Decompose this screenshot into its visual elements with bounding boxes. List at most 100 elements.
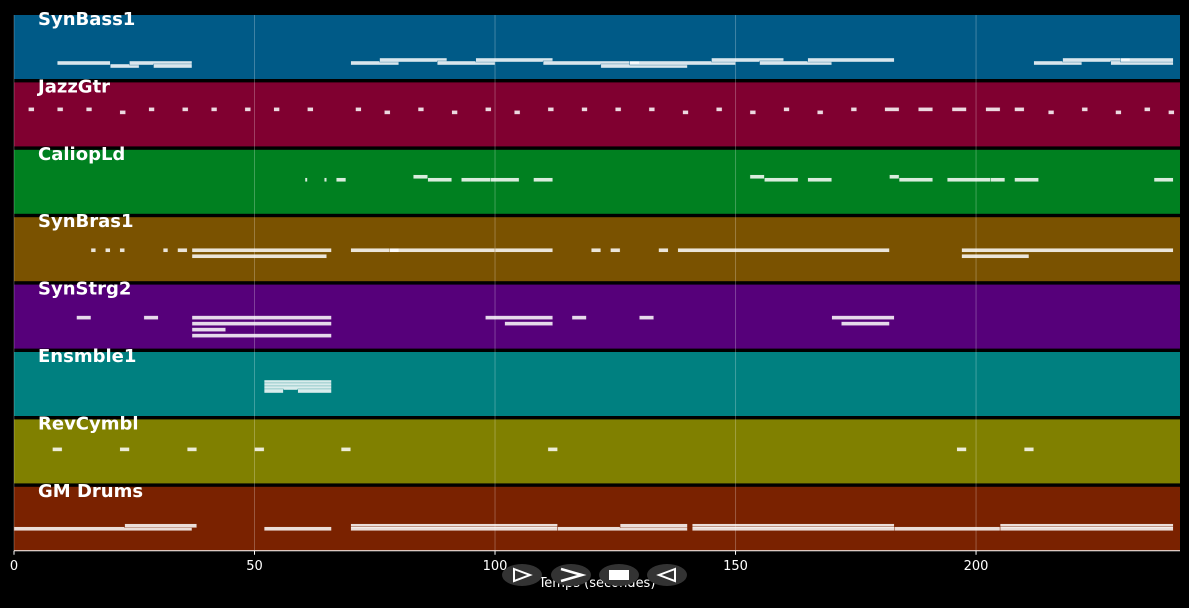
note [244, 107, 251, 112]
note [749, 174, 765, 180]
note [485, 107, 492, 112]
note [677, 247, 890, 253]
note [350, 60, 400, 66]
note [658, 247, 669, 253]
note [177, 247, 188, 253]
note [783, 107, 790, 112]
track-lane [14, 352, 1180, 416]
track-name: RevCymbl [38, 413, 139, 434]
note [28, 107, 35, 112]
note [13, 526, 193, 531]
note [884, 107, 900, 112]
play-button[interactable] [502, 564, 542, 586]
note [494, 247, 553, 253]
note [162, 247, 169, 253]
track-lane [14, 284, 1180, 349]
stop-button[interactable] [599, 564, 639, 586]
note [615, 107, 622, 112]
note [817, 110, 824, 115]
note [1115, 110, 1122, 115]
track-lane [14, 486, 1180, 551]
note [629, 60, 736, 66]
note [336, 177, 347, 183]
note [76, 315, 92, 320]
note [749, 110, 756, 115]
note [1033, 60, 1083, 66]
x-tick-label: 50 [246, 559, 263, 574]
note [1014, 107, 1025, 112]
note [273, 107, 280, 112]
note [90, 247, 96, 253]
note [119, 110, 126, 115]
note [427, 177, 452, 183]
note [379, 57, 448, 63]
note [52, 447, 63, 452]
note [85, 107, 93, 112]
note [388, 247, 496, 253]
note [571, 315, 587, 320]
track-name: JazzGtr [36, 76, 110, 97]
note [119, 447, 130, 452]
note [263, 526, 332, 531]
note [999, 526, 1174, 531]
note [384, 110, 391, 115]
note [254, 447, 265, 452]
note [57, 60, 111, 66]
note [191, 253, 327, 259]
note [831, 315, 895, 320]
note [191, 333, 332, 338]
note [263, 388, 284, 394]
note [639, 315, 654, 320]
note [437, 60, 496, 66]
note [307, 107, 314, 112]
note [894, 526, 1001, 531]
note [956, 447, 967, 452]
note [682, 110, 689, 115]
note [961, 253, 1030, 259]
note [711, 57, 784, 63]
note [961, 247, 1174, 253]
note [610, 247, 621, 253]
note [841, 321, 890, 326]
note [648, 107, 655, 112]
note [148, 107, 155, 112]
note [581, 107, 588, 112]
note [990, 177, 1006, 183]
note [619, 523, 688, 528]
note [946, 177, 991, 183]
note [807, 57, 895, 63]
note [504, 321, 553, 326]
track-name: GM Drums [38, 481, 143, 502]
note [304, 177, 308, 183]
x-tick-label: 150 [723, 559, 748, 574]
note [547, 447, 558, 452]
note [340, 447, 351, 452]
note [898, 177, 933, 183]
note [191, 321, 332, 326]
note [1120, 57, 1174, 63]
note [297, 388, 332, 394]
track-lane [14, 15, 1180, 79]
note [119, 247, 125, 253]
note [1047, 110, 1055, 115]
note [918, 107, 933, 112]
note [143, 315, 159, 320]
note [105, 247, 111, 253]
note [490, 177, 520, 183]
note [692, 526, 895, 531]
track-name: SynBass1 [38, 9, 135, 30]
x-tick-label: 100 [483, 559, 508, 574]
note [186, 447, 197, 452]
note [764, 177, 799, 183]
note [1153, 177, 1174, 183]
forward-button[interactable] [551, 564, 591, 586]
track-name: Ensmble1 [38, 346, 136, 367]
note [211, 107, 218, 112]
track-name: SynBras1 [38, 211, 134, 232]
note [182, 107, 189, 112]
note [485, 315, 553, 320]
track-name: SynStrg2 [38, 279, 131, 300]
note [889, 174, 900, 180]
back-button[interactable] [647, 564, 687, 586]
